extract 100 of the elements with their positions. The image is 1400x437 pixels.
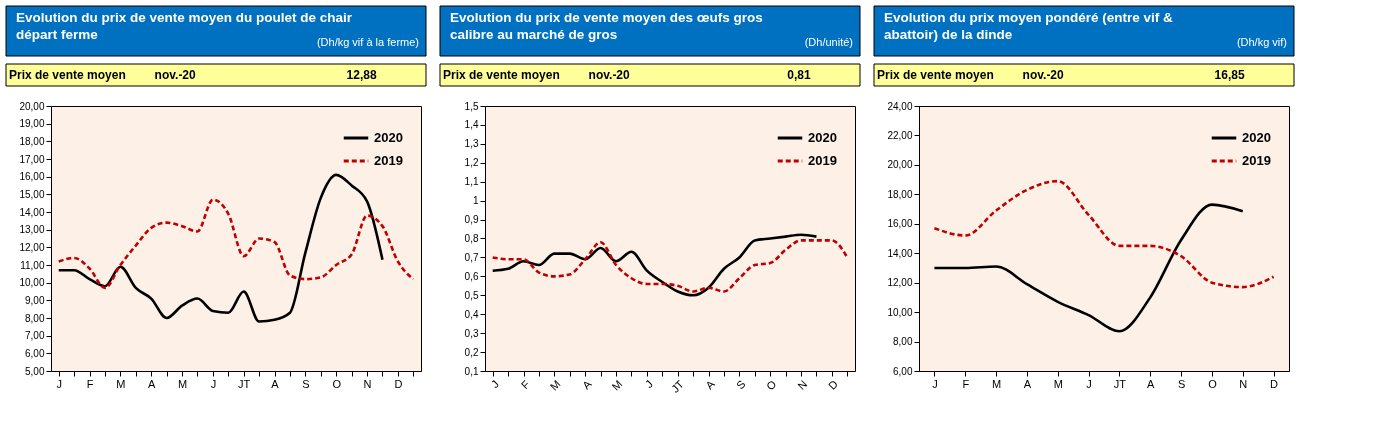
y-tick-label: 0,8 xyxy=(464,233,479,244)
x-tick-label: D xyxy=(826,377,841,392)
y-tick-label: 11,00 xyxy=(20,259,45,271)
y-tick-label: 0,5 xyxy=(464,289,479,301)
x-tick-label: J xyxy=(488,377,501,391)
y-tick-label: 14,00 xyxy=(19,206,45,218)
y-tick-label: 13,00 xyxy=(19,224,45,236)
x-tick-label: O xyxy=(1208,377,1218,390)
y-tick-label: 1,1 xyxy=(464,176,479,188)
x-tick-label: M xyxy=(1053,377,1063,390)
x-tick-label: M xyxy=(609,377,625,393)
y-tick-label: 18,00 xyxy=(19,135,45,147)
x-tick-label: S xyxy=(302,377,310,390)
y-tick-label: 1 xyxy=(472,195,479,207)
x-tick-label: A xyxy=(271,377,280,390)
x-tick-label: J xyxy=(210,377,217,390)
y-tick-label: 0,6 xyxy=(464,270,479,282)
legend-label: 2020 xyxy=(808,130,837,145)
chart-subtitle: (Dh/unité) xyxy=(804,36,853,48)
text: nov.-20 xyxy=(154,68,197,82)
x-tick-label: JT xyxy=(668,377,687,395)
y-tick-label: 20,00 xyxy=(19,100,45,112)
line-series xyxy=(57,173,384,323)
x-tick-label: M xyxy=(177,377,188,390)
x-tick-label: M xyxy=(992,377,1002,390)
y-tick-label: 6,00 xyxy=(25,347,45,359)
x-tick-label: JT xyxy=(1113,377,1127,390)
y-tick-label: 20,00 xyxy=(887,159,913,171)
y-tick-label: 0,1 xyxy=(464,365,479,377)
y-tick-label: 1,3 xyxy=(464,138,479,150)
y-tick-label: 16,00 xyxy=(887,218,913,230)
y-tick-label: 0,4 xyxy=(464,308,479,320)
y-tick-label: 10,00 xyxy=(19,277,45,289)
chart-title: Evolution du prix moyen pondéré (entre vif & abattoir) de la dinde xyxy=(884,10,1174,42)
text: 0,81 xyxy=(787,68,811,82)
x-tick-label: A xyxy=(579,377,594,392)
x-tick-label: J xyxy=(642,377,656,391)
text: 12,88 xyxy=(346,68,377,82)
x-tick-label: JT xyxy=(238,377,251,390)
legend-label: 2020 xyxy=(374,130,403,145)
y-tick-label: 0,3 xyxy=(464,327,479,339)
chart-subtitle: (Dh/kg vif) xyxy=(1236,36,1287,48)
y-tick-label: 0,7 xyxy=(464,251,479,263)
y-tick-label: 1,2 xyxy=(464,157,479,169)
y-tick-label: 12,00 xyxy=(887,277,913,289)
text: 16,85 xyxy=(1214,68,1245,82)
x-tick-label: F xyxy=(518,377,533,392)
y-tick-label: 6,00 xyxy=(893,365,913,377)
x-tick-label: J xyxy=(56,377,62,390)
y-tick-label: 5,00 xyxy=(25,365,45,377)
x-tick-label: A xyxy=(1147,377,1156,390)
x-tick-label: O xyxy=(763,377,779,393)
line-series xyxy=(491,233,818,297)
chart-title: Evolution du prix de vente moyen des œufs gros calibre au marché de gros xyxy=(450,10,763,42)
text: Prix de vente moyen xyxy=(443,68,560,82)
y-tick-label: 8,00 xyxy=(893,336,913,348)
x-tick-label: M xyxy=(547,377,563,393)
y-tick-label: 17,00 xyxy=(19,153,45,165)
x-tick-label: D xyxy=(1270,377,1279,390)
x-tick-label: S xyxy=(1177,377,1186,390)
x-tick-label: D xyxy=(394,377,403,390)
y-tick-label: 24,00 xyxy=(887,100,913,112)
legend-label: 2019 xyxy=(1242,153,1271,168)
x-tick-label: N xyxy=(1239,377,1248,390)
text: Prix de vente moyen xyxy=(877,68,994,82)
x-tick-label: A xyxy=(148,377,157,390)
x-tick-label: N xyxy=(795,377,810,392)
text: Prix de vente moyen xyxy=(9,68,126,82)
y-tick-label: 0,9 xyxy=(464,214,479,226)
legend-label: 2019 xyxy=(374,153,403,168)
x-tick-label: J xyxy=(932,377,938,390)
text: nov.-20 xyxy=(588,68,631,82)
y-tick-label: 7,00 xyxy=(25,330,45,342)
y-tick-label: 16,00 xyxy=(19,171,45,183)
x-tick-label: F xyxy=(962,377,970,390)
x-tick-label: M xyxy=(116,377,126,390)
y-tick-label: 10,00 xyxy=(887,306,913,318)
x-tick-label: J xyxy=(1086,377,1092,390)
y-tick-label: 8,00 xyxy=(25,312,45,324)
legend-label: 2019 xyxy=(808,153,837,168)
line-series xyxy=(491,239,849,293)
x-tick-label: O xyxy=(332,377,342,390)
y-tick-label: 0,2 xyxy=(464,346,479,358)
y-tick-label: 22,00 xyxy=(887,129,913,141)
y-tick-label: 9,00 xyxy=(25,294,45,306)
y-tick-label: 18,00 xyxy=(887,188,913,200)
x-tick-label: F xyxy=(86,377,94,390)
y-tick-label: 1,5 xyxy=(464,100,479,112)
y-tick-label: 15,00 xyxy=(19,188,45,200)
x-tick-label: N xyxy=(363,377,372,390)
x-tick-label: S xyxy=(733,377,748,392)
legend-label: 2020 xyxy=(1242,130,1271,145)
y-tick-label: 12,00 xyxy=(19,241,45,253)
line-series xyxy=(933,203,1245,333)
line-series xyxy=(57,198,415,290)
y-tick-label: 1,4 xyxy=(464,119,479,131)
y-tick-label: 14,00 xyxy=(887,247,913,259)
line-series xyxy=(933,179,1275,289)
x-tick-label: A xyxy=(1023,377,1032,390)
text: nov.-20 xyxy=(1022,68,1065,82)
